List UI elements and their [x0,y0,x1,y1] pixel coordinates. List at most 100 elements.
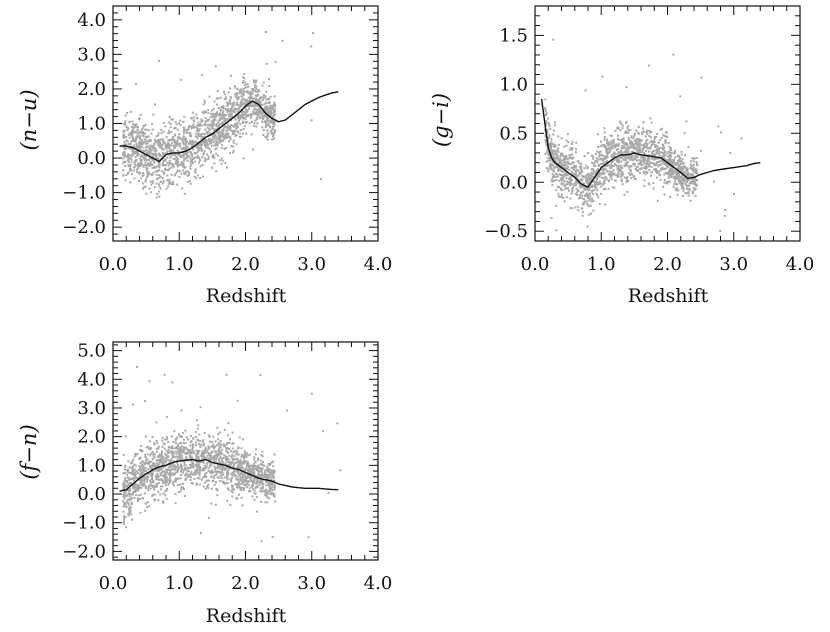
data-point [643,179,646,182]
data-point [633,164,636,167]
data-point [215,97,218,100]
data-point [190,472,193,475]
data-point [122,123,125,126]
data-point [192,141,195,144]
data-point [224,120,227,123]
data-point [132,139,135,142]
data-point [191,155,194,157]
data-point [236,115,239,118]
data-point [172,149,175,152]
data-point [238,116,241,119]
data-point [627,129,630,132]
data-point [669,172,672,175]
data-point [691,172,694,175]
data-point [570,182,573,185]
data-point [164,465,167,468]
data-point [203,457,206,459]
data-point [560,137,563,140]
data-point [133,463,136,466]
data-point [563,180,566,183]
outlier-point [700,76,703,79]
data-point [268,126,271,129]
data-point [545,144,548,147]
data-point [165,187,168,190]
data-point [615,158,618,161]
data-point [179,450,182,453]
data-point [564,172,567,175]
data-point [189,449,191,452]
data-point [174,154,177,157]
data-point [589,185,592,188]
data-point [583,188,586,191]
data-point [144,142,147,145]
data-point [240,99,243,102]
data-point [175,141,178,144]
data-point [128,136,131,139]
data-point [248,114,251,116]
outlier-point [265,62,268,65]
data-point [585,177,588,180]
data-point [564,171,567,174]
data-point [682,165,685,168]
data-point [631,146,634,149]
data-point [218,450,221,453]
data-point [265,105,268,108]
data-point [265,111,268,114]
data-point [559,195,561,198]
data-point [219,140,222,143]
data-point [206,118,209,121]
data-point [185,131,188,134]
data-point [166,168,169,171]
data-point [235,483,238,486]
data-point [549,167,552,170]
data-point [604,165,607,168]
data-point [271,128,274,131]
data-point [202,112,205,115]
data-point [168,477,171,479]
data-point [237,481,240,484]
data-point [144,456,147,459]
data-point [216,143,219,146]
data-point [657,150,660,153]
data-point [629,155,632,158]
data-point [544,152,547,155]
x-tick-label: 0.0 [521,254,550,275]
data-point [164,125,167,128]
data-point [570,148,573,151]
data-point [140,154,143,157]
data-point [265,476,268,479]
data-point [150,460,153,463]
data-point [248,468,251,471]
data-point [207,123,210,126]
data-point [192,148,195,151]
data-point [629,129,632,131]
data-point [610,142,613,145]
data-point [139,145,142,148]
data-point [679,175,682,178]
data-point [587,213,590,216]
data-point [631,155,634,158]
data-point [596,169,598,172]
data-point [681,175,684,178]
data-point [556,155,559,158]
data-point [175,452,178,455]
data-point [246,110,249,113]
data-point [149,487,152,490]
data-point [646,171,649,174]
data-point [172,452,175,455]
data-point [566,167,569,170]
data-point [658,154,661,157]
data-point [217,120,220,123]
data-point [638,151,641,153]
data-point [574,175,577,178]
data-point [568,168,571,171]
data-point [693,157,696,160]
data-point [168,150,171,153]
data-point [685,174,688,177]
data-point [182,169,185,172]
data-point [128,490,131,493]
data-point [659,167,662,170]
data-point [213,156,216,159]
outlier-point [209,124,212,127]
data-point [658,170,661,173]
